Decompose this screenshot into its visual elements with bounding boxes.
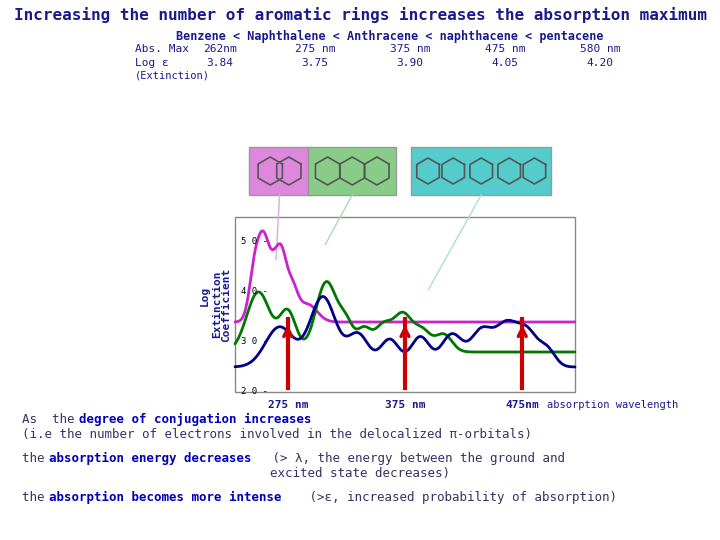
Text: 4.20: 4.20 [587, 58, 613, 68]
Text: 275 nm: 275 nm [294, 44, 336, 54]
Text: (>ε, increased probability of absorption): (>ε, increased probability of absorption… [302, 491, 617, 504]
Text: (> λ, the energy between the ground and: (> λ, the energy between the ground and [265, 452, 565, 465]
Text: 262nm: 262nm [203, 44, 237, 54]
Text: 475nm: 475nm [505, 400, 539, 410]
Text: 3 0 -: 3 0 - [241, 338, 268, 347]
Text: the: the [22, 452, 52, 465]
Bar [235, 217, 575, 392]
Text: 4.05: 4.05 [492, 58, 518, 68]
Bar [248, 147, 310, 195]
Text: 375 nm: 375 nm [390, 44, 431, 54]
Text: the: the [22, 491, 52, 504]
Text: Extinction: Extinction [212, 271, 222, 338]
Text: Increasing the number of aromatic rings increases the absorption maximum: Increasing the number of aromatic rings … [14, 7, 706, 23]
Text: 3.75: 3.75 [302, 58, 328, 68]
Text: Log ε: Log ε [135, 58, 168, 68]
Text: Coefficient: Coefficient [221, 267, 231, 342]
Bar [411, 147, 552, 195]
Text: 3.84: 3.84 [207, 58, 233, 68]
Text: 475 nm: 475 nm [485, 44, 526, 54]
Text: 5 0 -: 5 0 - [241, 238, 268, 246]
Text: absorption wavelength: absorption wavelength [547, 400, 679, 410]
Text: Benzene < Naphthalene < Anthracene < naphthacene < pentacene: Benzene < Naphthalene < Anthracene < nap… [176, 30, 604, 43]
Text: excited state decreases): excited state decreases) [270, 467, 450, 480]
Bar [308, 147, 396, 195]
Text: absorption becomes more intense: absorption becomes more intense [49, 491, 282, 504]
Text: 275 nm: 275 nm [268, 400, 308, 410]
Text: 2 0 -: 2 0 - [241, 388, 268, 396]
Text: 375 nm: 375 nm [384, 400, 426, 410]
Text: degree of conjugation increases: degree of conjugation increases [79, 413, 312, 426]
Text: Abs. Max: Abs. Max [135, 44, 189, 54]
Text: Log: Log [200, 286, 210, 306]
Text: As  the: As the [22, 413, 82, 426]
Text: 3.90: 3.90 [397, 58, 423, 68]
Text: absorption energy decreases: absorption energy decreases [49, 452, 251, 465]
Text: 580 nm: 580 nm [580, 44, 620, 54]
Text: (i.e the number of electrons involved in the delocalized π-orbitals): (i.e the number of electrons involved in… [22, 428, 532, 441]
Text: 4 0 -: 4 0 - [241, 287, 268, 296]
Text: (Extinction): (Extinction) [135, 70, 210, 80]
